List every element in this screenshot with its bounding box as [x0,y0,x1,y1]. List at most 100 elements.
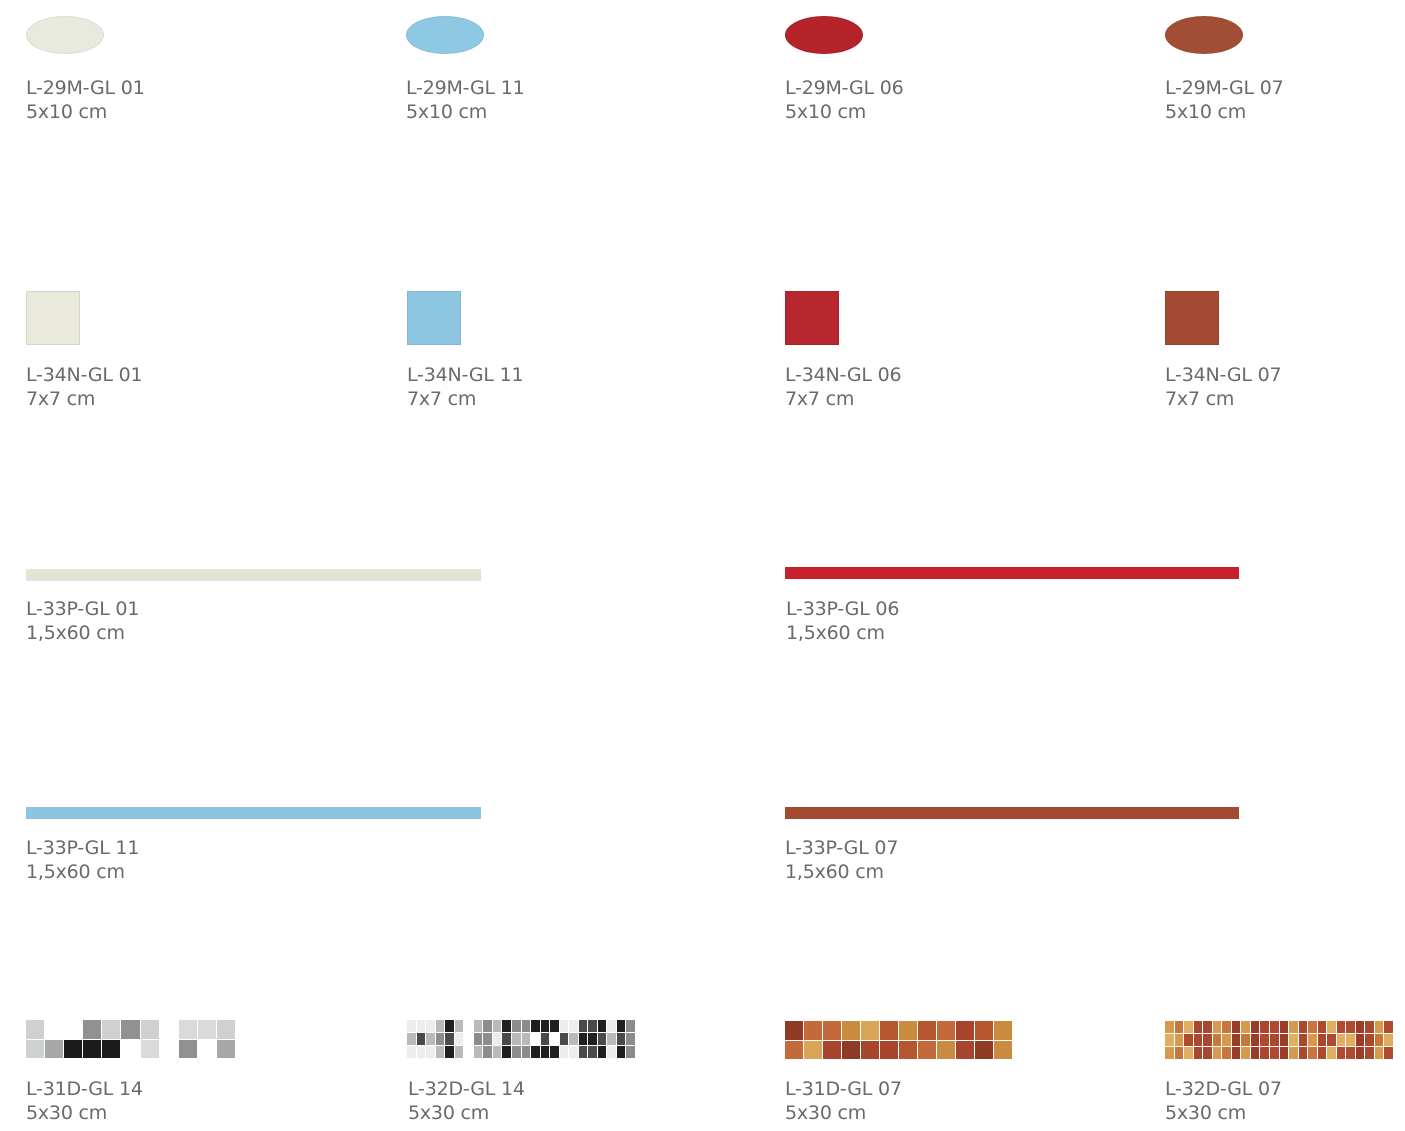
mosaic-tile [1365,1021,1374,1033]
mosaic-tile [464,1020,473,1032]
mosaic-tile [1355,1034,1365,1046]
mosaic-tile [1279,1034,1289,1046]
mosaic-tile [861,1040,879,1059]
mosaic-tile [1231,1021,1241,1033]
mosaic-tile [521,1033,531,1045]
tile-code: L-32D-GL 14 [408,1078,525,1100]
mosaic-tile [1336,1034,1346,1046]
mosaic-tile [1165,1021,1174,1033]
mosaic-tile [1346,1034,1355,1046]
mosaic-tile [235,1020,254,1039]
tile-size: 5x30 cm [408,1102,490,1124]
square-swatch [785,291,839,345]
mosaic-tile [1222,1034,1231,1046]
mosaic-tile [842,1040,860,1059]
mosaic-swatch [26,1020,254,1058]
mosaic-tile [531,1046,540,1058]
mosaic-tile [511,1033,521,1045]
tile-code: L-34N-GL 01 [26,364,143,386]
mosaic-tile [407,1020,416,1032]
mosaic-tile [1336,1047,1346,1059]
mosaic-tile [559,1033,569,1045]
mosaic-tile [159,1020,178,1039]
mosaic-tile [454,1046,464,1058]
mosaic-tile [578,1020,588,1032]
square-swatch [407,291,461,345]
mosaic-tile [823,1021,841,1040]
mosaic-tile [994,1040,1012,1059]
mosaic-tile [473,1033,483,1045]
mosaic-tile [45,1039,64,1058]
mosaic-tile [1193,1034,1203,1046]
tile-code: L-31D-GL 14 [26,1078,143,1100]
mosaic-tile [1317,1021,1327,1033]
mosaic-tile [416,1033,426,1045]
mosaic-tile [483,1020,492,1032]
mosaic-tile [64,1039,83,1058]
mosaic-tile [502,1033,511,1045]
mosaic-tile [1308,1034,1317,1046]
mosaic-tile [521,1020,531,1032]
mosaic-tile [937,1021,955,1040]
mosaic-tile [435,1033,445,1045]
mosaic-tile [435,1020,445,1032]
mosaic-tile [956,1021,974,1040]
mosaic-tile [216,1020,235,1039]
mosaic-tile [1336,1021,1346,1033]
mosaic-tile [1241,1021,1250,1033]
mosaic-tile [492,1046,502,1058]
mosaic-tile [102,1039,121,1058]
mosaic-tile [550,1046,559,1058]
mosaic-tile [1374,1047,1384,1059]
mosaic-tile [1279,1047,1289,1059]
mosaic-tile [880,1021,898,1040]
mosaic-tile [550,1020,559,1032]
mosaic-tile [975,1040,993,1059]
mosaic-tile [235,1039,254,1058]
mosaic-tile [140,1020,159,1039]
mosaic-tile [588,1020,597,1032]
mosaic-tile [1289,1021,1298,1033]
mosaic-tile [26,1039,45,1058]
mosaic-tile [1193,1021,1203,1033]
tile-code: L-33P-GL 06 [786,598,900,620]
mosaic-tile [1308,1021,1317,1033]
tile-code: L-29M-GL 07 [1165,77,1284,99]
oval-swatch [26,16,104,54]
mosaic-tile [626,1033,635,1045]
mosaic-tile [578,1046,588,1058]
mosaic-tile [140,1039,159,1058]
mosaic-tile [899,1021,917,1040]
mosaic-tile [216,1039,235,1058]
mosaic-tile [416,1046,426,1058]
mosaic-tile [607,1020,616,1032]
tile-code: L-31D-GL 07 [785,1078,902,1100]
mosaic-tile [578,1033,588,1045]
mosaic-tile [454,1020,464,1032]
tile-code: L-33P-GL 11 [26,837,140,859]
tile-code: L-34N-GL 07 [1165,364,1282,386]
mosaic-tile [1174,1047,1184,1059]
mosaic-tile [502,1020,511,1032]
tile-size: 5x30 cm [1165,1102,1247,1124]
mosaic-tile [121,1039,140,1058]
mosaic-tile [1203,1034,1212,1046]
oval-swatch [406,16,484,54]
mosaic-tile [426,1046,435,1058]
mosaic-tile [483,1033,492,1045]
mosaic-tile [1250,1034,1260,1046]
mosaic-tile [1346,1021,1355,1033]
mosaic-tile [1289,1047,1298,1059]
tile-code: L-29M-GL 11 [406,77,525,99]
mosaic-tile [1193,1047,1203,1059]
mosaic-tile [511,1020,521,1032]
tile-size: 5x30 cm [785,1102,867,1124]
mosaic-tile [159,1039,178,1058]
mosaic-tile [956,1040,974,1059]
mosaic-tile [64,1020,83,1039]
mosaic-tile [1355,1047,1365,1059]
mosaic-tile [588,1033,597,1045]
mosaic-tile [1279,1021,1289,1033]
mosaic-tile [416,1020,426,1032]
tile-size: 1,5x60 cm [786,622,885,644]
